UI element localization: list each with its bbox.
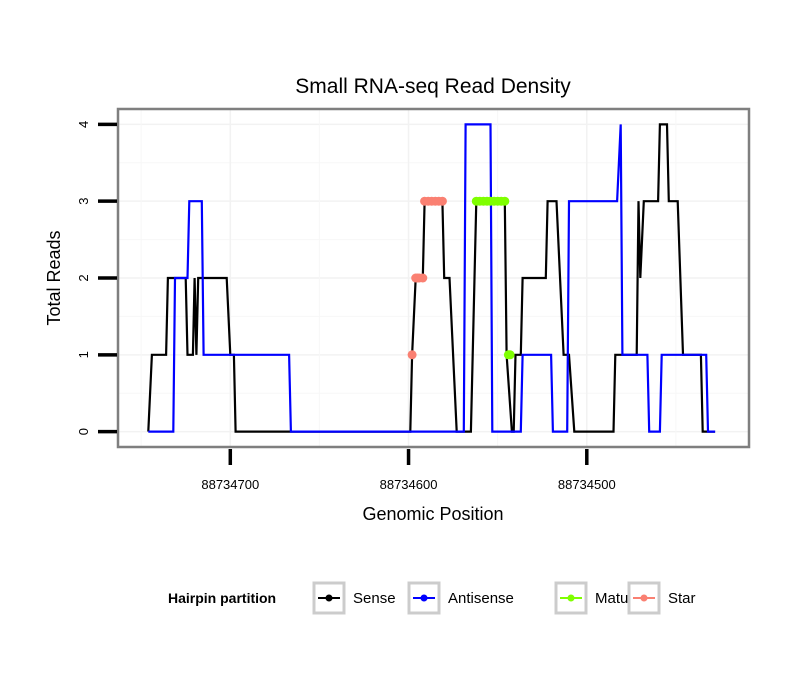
legend: Hairpin partition Sense Antisense Mature St… [168,581,696,615]
y-tick-label: 3 [76,198,91,205]
data-point-star [407,350,417,360]
y-axis: 0 1 2 3 4 [76,121,117,435]
chart-title: Small RNA-seq Read Density [295,75,571,98]
y-tick-label: 0 [76,428,91,435]
y-axis-title: Total Reads [44,230,64,325]
x-axis: 88734700 88734600 88734500 [201,449,616,492]
y-tick-label: 1 [76,351,91,358]
legend-key-point [420,594,428,602]
legend-key-point [325,594,333,602]
legend-title: Hairpin partition [168,590,276,606]
data-point-mature [505,350,515,360]
y-tick-label: 4 [76,121,91,128]
x-axis-title: Genomic Position [362,504,503,524]
legend-entry-star: Star [627,581,696,615]
data-point-mature [500,196,510,206]
series-line-sense [147,123,716,433]
legend-label: Sense [353,590,396,607]
legend-label: Antisense [448,590,514,607]
x-tick-label: 88734600 [380,477,438,492]
series-layer [147,123,716,433]
series-line-antisense [148,123,716,433]
y-tick-label: 2 [76,274,91,281]
x-tick-label: 88734500 [558,477,616,492]
plot-panel [116,107,751,449]
panel-border [116,107,751,449]
legend-entry-sense: Sense [312,581,396,615]
legend-entry-antisense: Antisense [407,581,514,615]
data-point-star [418,273,428,283]
legend-key-point [640,594,648,602]
legend-label: Star [668,590,696,607]
x-tick-label: 88734700 [201,477,259,492]
legend-key-point [567,594,575,602]
data-point-star [437,196,447,206]
